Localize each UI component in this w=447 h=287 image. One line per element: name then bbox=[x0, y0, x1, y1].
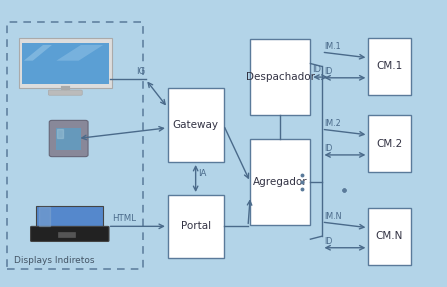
Bar bbox=[168, 88, 224, 162]
Bar bbox=[368, 38, 411, 95]
Bar bbox=[168, 195, 224, 258]
Text: ID: ID bbox=[324, 237, 332, 246]
Text: IG: IG bbox=[137, 67, 146, 76]
Polygon shape bbox=[57, 129, 63, 138]
Text: Displays Indiretos: Displays Indiretos bbox=[14, 256, 95, 265]
Text: ID: ID bbox=[324, 67, 332, 76]
Bar bbox=[18, 38, 112, 88]
Text: CM.N: CM.N bbox=[376, 231, 403, 241]
Text: CM.2: CM.2 bbox=[376, 139, 403, 148]
FancyBboxPatch shape bbox=[49, 120, 88, 157]
Text: IM.N: IM.N bbox=[324, 212, 341, 221]
Text: IA: IA bbox=[198, 170, 206, 179]
Text: Agregador: Agregador bbox=[253, 177, 308, 187]
FancyBboxPatch shape bbox=[30, 226, 109, 241]
Polygon shape bbox=[24, 45, 52, 61]
Bar bbox=[59, 232, 75, 237]
Text: IM.2: IM.2 bbox=[324, 119, 341, 128]
Bar bbox=[368, 208, 411, 265]
Bar bbox=[8, 22, 143, 269]
Bar bbox=[250, 39, 310, 115]
FancyBboxPatch shape bbox=[48, 90, 82, 95]
Bar bbox=[56, 128, 81, 150]
Text: Despachador: Despachador bbox=[246, 72, 315, 82]
Text: Gateway: Gateway bbox=[173, 120, 219, 130]
Text: IM.1: IM.1 bbox=[324, 42, 340, 51]
Polygon shape bbox=[38, 207, 50, 226]
Bar bbox=[22, 43, 109, 84]
Text: HTML: HTML bbox=[112, 214, 136, 224]
Polygon shape bbox=[56, 45, 103, 61]
Text: CM.1: CM.1 bbox=[376, 61, 403, 71]
Text: ID: ID bbox=[312, 65, 322, 74]
Bar bbox=[250, 139, 310, 225]
Text: ID: ID bbox=[324, 144, 332, 154]
Bar bbox=[36, 206, 103, 228]
Bar bbox=[368, 115, 411, 172]
Text: Portal: Portal bbox=[181, 221, 211, 231]
